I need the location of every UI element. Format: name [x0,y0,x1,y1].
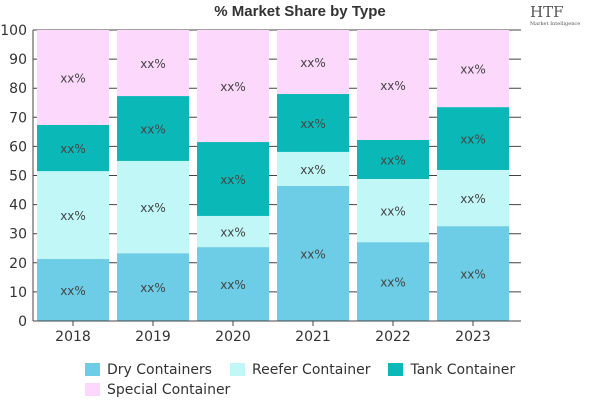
data-label: xx% [300,163,326,177]
bar-segment [437,226,509,321]
y-tick-label: 0 [18,314,27,330]
legend-item[interactable]: Reefer Container [229,360,371,379]
bar-segment [117,253,189,321]
data-label: xx% [140,123,166,137]
y-tick-label: 30 [9,227,27,243]
bar-segment [37,30,109,125]
bar-segment [357,139,429,179]
bar-segment [117,30,189,97]
legend-label: Special Container [107,381,231,398]
bar-segment [37,171,109,260]
bar-segment [37,124,109,172]
data-label: xx% [380,153,406,167]
legend-label: Reefer Container [251,361,371,378]
data-label: xx% [220,173,246,187]
data-label: xx% [60,71,86,85]
data-label: xx% [300,117,326,131]
data-label: xx% [300,56,326,70]
data-label: xx% [380,276,406,290]
x-tick-label: 2021 [295,329,331,345]
y-tick-label: 60 [9,139,27,155]
y-tick-label: 100 [0,23,27,39]
bar-segment [357,178,429,243]
bar-segment [37,259,109,321]
legend-label: Tank Container [410,361,516,378]
bar-segment [437,30,509,108]
legend-swatch [85,363,100,376]
legend-item[interactable]: Special Container [85,380,230,399]
data-label: xx% [460,268,486,282]
data-label: xx% [380,79,406,93]
data-label: xx% [460,133,486,147]
legend-swatch [229,363,245,376]
y-tick-label: 80 [9,81,27,97]
y-tick-label: 40 [9,198,27,214]
bar-segment [277,94,349,152]
legend-swatch [388,363,404,376]
data-label: xx% [220,80,246,94]
chart-title: % Market Share by Type [214,3,386,20]
legend-item[interactable]: Tank Container [388,360,515,379]
data-label: xx% [380,205,406,219]
legend-item[interactable]: Dry Containers [85,360,212,379]
x-tick-label: 2019 [135,329,171,345]
y-tick-label: 70 [9,110,27,126]
bar-segment [197,142,269,216]
bar-segment [197,215,269,248]
data-label: xx% [220,278,246,292]
x-tick-label: 2020 [215,329,251,345]
y-tick-label: 20 [9,256,27,272]
data-label: xx% [300,247,326,261]
legend: Dry Containers Reefer Container Tank Conta… [85,360,545,400]
data-label: xx% [140,281,166,295]
bar-segment [117,96,189,161]
data-label: xx% [60,142,86,156]
bar-segment [117,160,189,254]
htf-logo: HTF Market Intelligence [530,3,581,27]
bar-segment [437,107,509,170]
bar-segment [277,30,349,95]
data-label: xx% [60,209,86,223]
bar-segment [277,185,349,321]
data-label: xx% [460,63,486,77]
bar-segment [197,30,269,143]
data-label: xx% [140,201,166,215]
legend-label: Dry Containers [107,361,212,378]
bar-segment [197,247,269,321]
bar-segment [437,169,509,227]
bar-segment [277,151,349,186]
data-label: xx% [220,226,246,240]
data-label: xx% [140,57,166,71]
data-label: xx% [460,192,486,206]
y-tick-label: 50 [9,169,27,185]
y-tick-label: 10 [9,285,27,301]
x-tick-label: 2018 [55,329,91,345]
x-tick-label: 2023 [455,329,491,345]
x-tick-label: 2022 [375,329,411,345]
y-tick-label: 90 [9,52,27,68]
legend-swatch [85,383,100,396]
bar-segment [357,242,429,321]
data-label: xx% [60,284,86,298]
stacked-bar-chart: 0 10 20 30 40 50 60 70 80 90 100 xx% xx% xx% xx% 2018 xx… [0,23,521,345]
bar-segment [357,30,429,140]
